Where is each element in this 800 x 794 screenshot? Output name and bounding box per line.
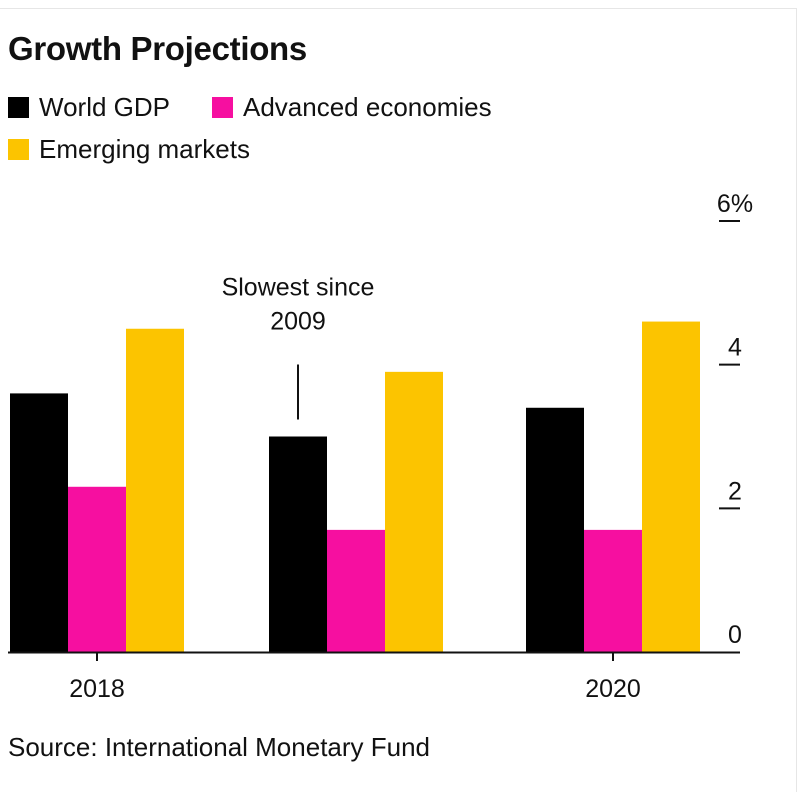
legend-swatch-advanced-economies <box>212 97 233 118</box>
y-tick-label-0: 0 <box>728 621 742 649</box>
chart-title: Growth Projections <box>8 30 307 67</box>
source-note: Source: International Monetary Fund <box>8 732 431 762</box>
y-tick-label-6: 6% <box>717 190 753 218</box>
bar-emerging-markets-2018 <box>126 328 184 652</box>
x-tick-label-2018: 2018 <box>69 675 125 703</box>
legend-label-advanced-economies: Advanced economies <box>243 92 492 122</box>
legend-item-advanced-economies: Advanced economies <box>212 92 492 123</box>
bar-emerging-markets-2020 <box>642 321 700 652</box>
bar-emerging-markets-2019 <box>385 371 443 652</box>
legend-label-world-gdp: World GDP <box>39 92 170 122</box>
y-tick-label-4: 4 <box>728 334 742 362</box>
bar-advanced-economies-2018 <box>68 486 126 652</box>
bar-world-gdp-2018 <box>10 393 68 652</box>
legend-item-emerging-markets: Emerging markets <box>8 134 250 165</box>
bar-advanced-economies-2019 <box>327 529 385 652</box>
annotation-text-line-1: Slowest since <box>222 274 375 302</box>
y-tick-label-2: 2 <box>728 477 742 505</box>
legend-swatch-world-gdp <box>8 97 29 118</box>
x-tick-label-2020: 2020 <box>585 675 641 703</box>
chart-frame <box>0 8 797 792</box>
bar-advanced-economies-2020 <box>584 529 642 652</box>
bar-world-gdp-2020 <box>526 407 584 652</box>
legend-item-world-gdp: World GDP <box>8 92 170 123</box>
legend-swatch-emerging-markets <box>8 139 29 160</box>
legend-label-emerging-markets: Emerging markets <box>39 134 250 164</box>
bar-world-gdp-2019 <box>269 436 327 652</box>
annotation-text-line-2: 2009 <box>270 308 326 336</box>
